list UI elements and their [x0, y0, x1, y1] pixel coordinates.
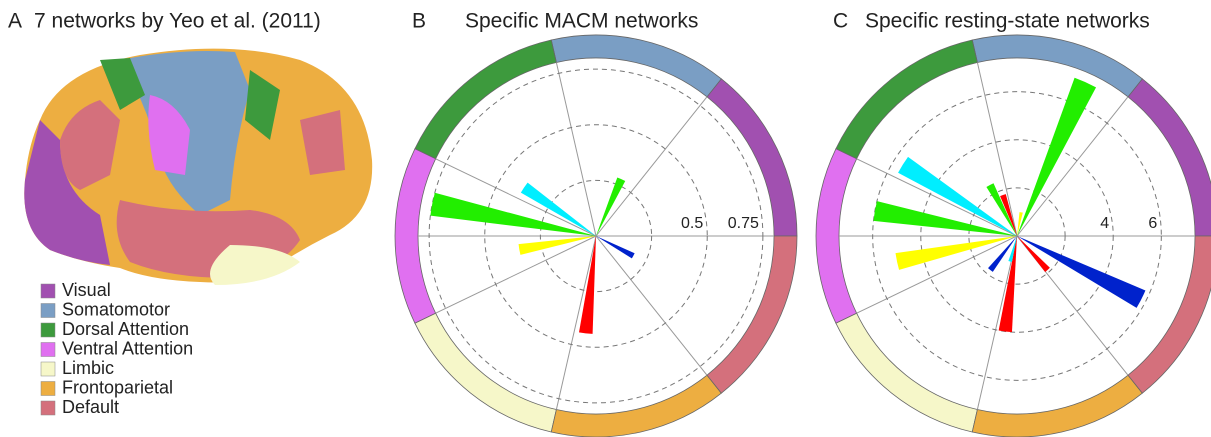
- network-sector: [707, 236, 797, 393]
- sector-divider: [436, 236, 596, 313]
- network-sector: [836, 40, 977, 159]
- legend-label: Ventral Attention: [62, 338, 193, 358]
- wedge: [1017, 236, 1145, 308]
- network-sector: [551, 375, 721, 437]
- legend-label: Default: [62, 397, 119, 417]
- wedge: [519, 236, 596, 255]
- network-sector: [836, 313, 977, 432]
- legend-swatch: [41, 343, 55, 357]
- r-tick-label: 0.75: [728, 215, 759, 232]
- panel-letter: C: [833, 10, 848, 33]
- panel-title: 7 networks by Yeo et al. (2011): [34, 10, 321, 33]
- network-sector: [1128, 79, 1211, 236]
- legend-swatch: [41, 382, 55, 396]
- legend-swatch: [41, 304, 55, 318]
- wedge: [1017, 236, 1050, 272]
- r-tick-label: 0.5: [681, 215, 703, 232]
- panel-letter: B: [412, 10, 426, 33]
- wedge: [873, 201, 1017, 236]
- sector-divider: [596, 236, 707, 375]
- legend-label: Visual: [62, 280, 111, 300]
- legend-label: Frontoparietal: [62, 377, 173, 397]
- wedge: [430, 193, 596, 236]
- legend-label: Limbic: [62, 358, 114, 378]
- legend-swatch: [41, 323, 55, 337]
- wedge: [596, 177, 625, 236]
- network-sector: [1128, 236, 1211, 393]
- legend-swatch: [41, 401, 55, 415]
- legend-label: Somatomotor: [62, 299, 170, 319]
- wedge: [579, 236, 596, 334]
- network-sector: [551, 35, 721, 97]
- wedge: [999, 236, 1017, 332]
- network-sector: [707, 79, 797, 236]
- legend-label: Dorsal Attention: [62, 319, 189, 339]
- brain-illustration: [24, 49, 372, 285]
- network-sector: [415, 313, 556, 432]
- r-tick-label: 4: [1100, 215, 1109, 232]
- sector-divider: [977, 62, 1017, 236]
- panel-letter: A: [8, 10, 22, 33]
- legend-swatch: [41, 362, 55, 376]
- panel-title: Specific MACM networks: [465, 10, 698, 33]
- panel-title: Specific resting-state networks: [865, 10, 1150, 33]
- network-sector: [972, 35, 1142, 97]
- figure: A 7 networks by Yeo et al. (2011) Visual…: [0, 0, 1211, 437]
- network-sector: [972, 375, 1142, 437]
- r-tick-label: 6: [1148, 215, 1157, 232]
- network-sector: [415, 40, 556, 159]
- wedge: [596, 236, 635, 258]
- legend-swatch: [41, 284, 55, 298]
- wedge: [1017, 78, 1096, 236]
